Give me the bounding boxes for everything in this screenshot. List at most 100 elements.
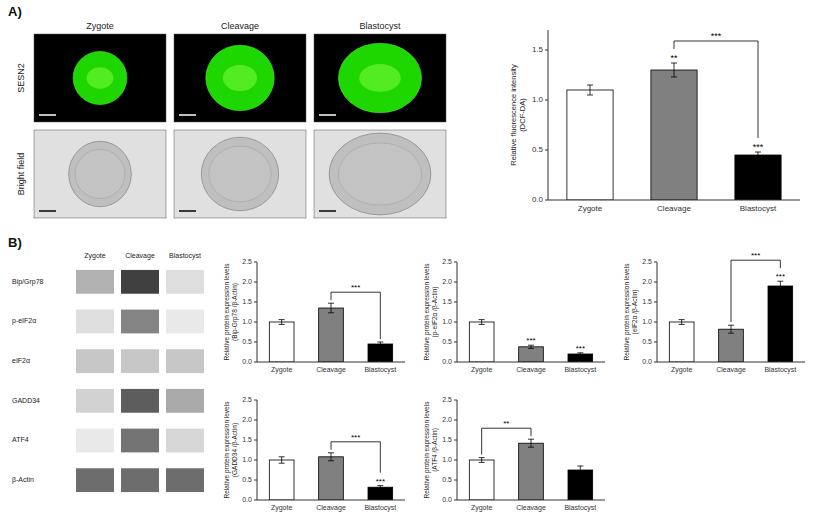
bar — [269, 322, 294, 362]
y-tick — [454, 282, 457, 283]
y-tick — [254, 362, 257, 363]
scale-bar — [179, 210, 196, 212]
significance: *** — [711, 31, 722, 41]
y-axis-label-line: Relative protein expression levels — [223, 401, 231, 499]
embryo-inner — [338, 143, 421, 205]
y-tick-label: 1.0 — [442, 456, 452, 463]
x-tick-label: Cleavage — [516, 504, 546, 512]
y-axis-label-line: (ATF4 /β-Actin) — [431, 428, 439, 472]
panel-label: A) — [8, 4, 22, 19]
brightfield-image — [174, 130, 306, 218]
bar — [469, 322, 494, 362]
band — [121, 389, 159, 413]
band — [76, 468, 114, 492]
y-tick-label: 1.0 — [642, 318, 652, 325]
y-tick — [654, 342, 657, 343]
y-tick — [254, 282, 257, 283]
embryo-outline — [329, 133, 431, 215]
y-tick — [254, 262, 257, 263]
y-tick — [254, 342, 257, 343]
row-label: SESN2 — [16, 63, 26, 93]
embryo-signal-core — [223, 65, 257, 91]
error-bar — [671, 63, 677, 77]
x-tick-label: Blastocyst — [740, 204, 777, 213]
significance: *** — [376, 477, 385, 486]
bar-chart: 0.00.51.01.52.02.5ZygoteCleavageBlastocy… — [423, 258, 605, 374]
band — [76, 310, 114, 334]
y-axis-label-line: (DCF-DA) — [518, 98, 527, 132]
y-axis-label-line: (Bip-Grp78 /β-Actin) — [231, 283, 239, 341]
x-tick-label: Cleavage — [716, 366, 746, 374]
y-tick-label: 2.5 — [442, 258, 452, 265]
y-tick-label: 0.5 — [532, 145, 544, 154]
y-axis — [457, 400, 458, 500]
y-tick-label: 0.5 — [442, 476, 452, 483]
y-tick — [454, 262, 457, 263]
significance: *** — [753, 142, 764, 152]
error-bar — [728, 325, 734, 333]
y-tick — [454, 362, 457, 363]
brightfield-image — [34, 130, 166, 218]
error-bar — [479, 458, 485, 463]
y-tick-label: 2.5 — [242, 396, 252, 403]
y-tick-label: 0.5 — [242, 338, 252, 345]
x-tick-label: Zygote — [271, 504, 293, 512]
band-label: β-Actin — [12, 476, 34, 484]
bar — [719, 329, 744, 362]
y-axis-label: Relative protein expression levels(eIF2α… — [623, 263, 639, 361]
marks — [567, 63, 781, 200]
scale-bar — [319, 114, 336, 116]
significance: ** — [503, 419, 509, 428]
significance-bracket — [482, 428, 531, 454]
bar — [519, 443, 544, 500]
bar — [519, 347, 544, 362]
x-axis — [257, 362, 405, 363]
embryo-inner — [75, 149, 125, 198]
y-tick — [545, 50, 548, 51]
y-axis-label-line: Relative protein expression levels — [423, 401, 431, 499]
y-tick-label: 1.5 — [442, 436, 452, 443]
y-tick-label: 1.5 — [642, 298, 652, 305]
y-tick — [254, 500, 257, 501]
bar — [319, 308, 344, 362]
y-tick — [254, 302, 257, 303]
x-tick-label: Cleavage — [657, 204, 691, 213]
embryo-signal — [338, 43, 421, 113]
marks — [269, 303, 392, 362]
band — [166, 349, 204, 373]
error-bar — [377, 342, 383, 346]
band-label: ATF4 — [12, 436, 29, 443]
y-tick-label: 0.0 — [242, 496, 252, 503]
image-panel: A)ZygoteCleavageBlastocystSESN2Bright fi… — [8, 4, 446, 218]
significance: *** — [751, 251, 760, 260]
y-tick-label: 0.0 — [442, 496, 452, 503]
x-tick-label: Zygote — [578, 204, 603, 213]
y-axis-label: Relative protein expression levels(p-eIF… — [423, 263, 439, 361]
y-tick — [454, 440, 457, 441]
bar — [567, 90, 613, 200]
significance-bracket — [731, 260, 780, 322]
error-bar — [587, 85, 593, 95]
significance: *** — [351, 433, 360, 442]
y-tick — [545, 200, 548, 201]
y-tick-label: 1.0 — [442, 318, 452, 325]
lane-label: Zygote — [84, 252, 106, 260]
x-tick-label: Cleavage — [316, 366, 346, 374]
y-axis-label-line: (GADD34 /β-Actin) — [231, 423, 239, 477]
band — [166, 389, 204, 413]
y-tick-label: 1.5 — [242, 298, 252, 305]
y-tick-label: 2.0 — [442, 416, 452, 423]
band-label: eIF2α — [12, 357, 30, 364]
error-bar — [528, 345, 534, 348]
x-tick-label: Blastocyst — [364, 366, 396, 374]
bar-chart: 0.00.51.01.52.02.5ZygoteCleavageBlastocy… — [223, 258, 405, 374]
y-axis-label: Relative protein expression levels(GADD3… — [223, 401, 239, 499]
band — [121, 349, 159, 373]
marks — [469, 439, 592, 500]
fluorescence-image — [34, 34, 166, 122]
y-axis-label-line: Relative protein expression levels — [223, 263, 231, 361]
y-tick-label: 1.0 — [242, 456, 252, 463]
y-tick-label: 0.5 — [442, 338, 452, 345]
significance: ** — [670, 53, 678, 63]
band — [76, 389, 114, 413]
